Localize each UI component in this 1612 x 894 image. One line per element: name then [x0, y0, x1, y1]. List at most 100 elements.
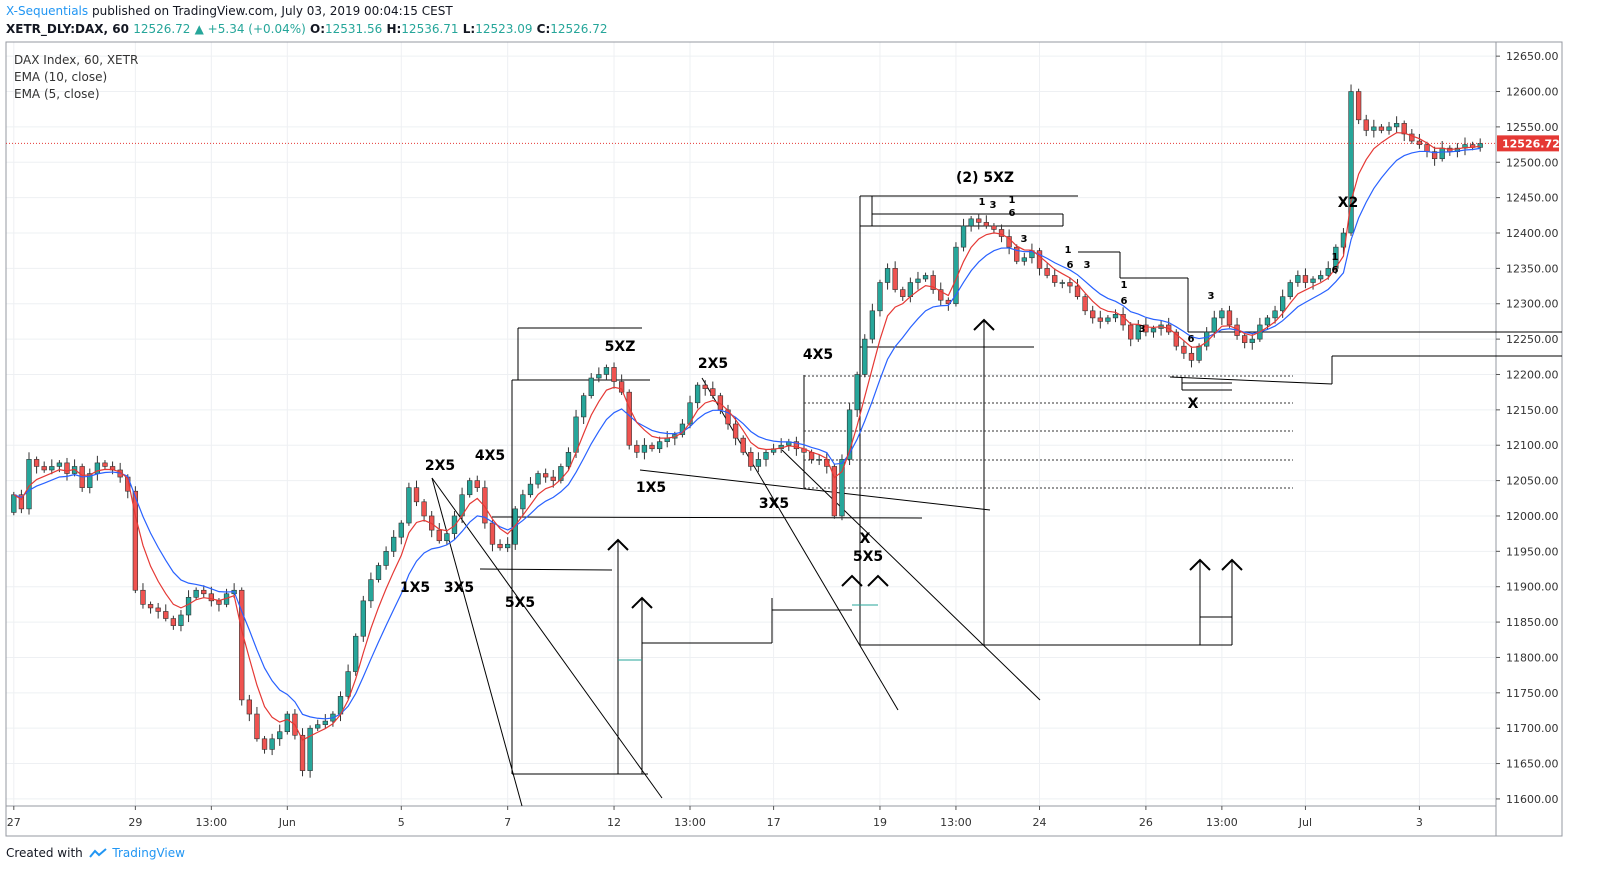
annotation-label: 2X5: [425, 458, 455, 474]
x-tick-label: 29: [128, 816, 142, 829]
candle-body: [132, 490, 139, 591]
candle-body: [694, 384, 701, 404]
y-tick-label: 12200.00: [1506, 368, 1559, 381]
candle-body: [1310, 278, 1316, 283]
sequential-count: 1: [1121, 280, 1128, 291]
last-price: 12526.72: [133, 22, 191, 36]
candle-body: [49, 466, 55, 471]
candle: [1431, 146, 1438, 166]
candle: [1325, 261, 1331, 280]
candle-body: [155, 607, 161, 612]
y-tick-label: 12300.00: [1506, 298, 1559, 311]
candle-body: [983, 222, 989, 227]
candle: [1166, 317, 1172, 335]
candle-body: [269, 738, 275, 750]
candle-body: [1074, 285, 1081, 297]
candle: [1029, 243, 1035, 264]
x-tick-label: Jun: [278, 816, 296, 829]
candle: [862, 334, 868, 378]
candle-body: [1279, 296, 1286, 312]
candle-body: [140, 589, 146, 605]
candle-body: [1090, 310, 1096, 319]
candle: [839, 454, 845, 521]
candle: [163, 604, 169, 622]
candle: [611, 362, 617, 389]
candle-body: [375, 565, 382, 580]
candle: [261, 735, 268, 754]
candle: [277, 724, 283, 746]
candle: [102, 460, 108, 470]
candle-body: [869, 310, 876, 340]
candle-body: [558, 466, 564, 481]
candle-body: [467, 480, 473, 496]
candle: [1378, 124, 1385, 134]
tradingview-link[interactable]: TradingView: [112, 846, 185, 860]
candle-body: [1249, 338, 1255, 343]
candle: [1317, 270, 1324, 282]
candle-body: [907, 282, 914, 297]
candle-body: [1082, 296, 1088, 312]
candle: [1112, 309, 1119, 323]
candle: [1006, 229, 1012, 255]
candle: [1477, 138, 1483, 152]
candle-body: [505, 543, 511, 549]
candle: [140, 583, 146, 609]
candle: [284, 711, 290, 735]
arrow-up-icon: [973, 318, 995, 331]
candle-body: [1052, 275, 1058, 283]
x-tick-label: 26: [1139, 816, 1153, 829]
candle: [1462, 137, 1468, 156]
candle-body: [1272, 310, 1278, 319]
candle: [831, 463, 838, 519]
x-tick-label: 3: [1416, 816, 1423, 829]
candle: [588, 373, 594, 399]
candle: [391, 530, 397, 557]
candle-body: [368, 579, 374, 602]
candle: [33, 456, 40, 474]
candle: [938, 282, 944, 306]
candle: [892, 261, 898, 293]
candle: [208, 586, 215, 607]
candle-body: [831, 466, 838, 517]
candle: [1097, 310, 1103, 329]
annotation-label: 5X5: [505, 595, 535, 611]
candle-body: [550, 476, 556, 481]
open-value: 12531.56: [325, 22, 383, 36]
candle: [41, 461, 47, 473]
publisher-link[interactable]: X-Sequentials: [6, 4, 89, 18]
symbol-label: XETR_DLY:DAX, 60: [6, 22, 129, 36]
candle: [64, 457, 70, 481]
candle-body: [1044, 268, 1050, 276]
annotation-label: X: [1188, 396, 1199, 412]
legend: DAX Index, 60, XETR EMA (10, close) EMA …: [14, 52, 138, 103]
candle-body: [1188, 352, 1195, 361]
current-price-tag: [1497, 135, 1559, 152]
publish-info: X-Sequentials published on TradingView.c…: [6, 4, 453, 18]
drawing-line: [1169, 376, 1333, 385]
candle-body: [1386, 126, 1392, 131]
candle-body: [740, 437, 746, 453]
candle-body: [991, 225, 997, 230]
candle-body: [345, 671, 351, 697]
candle-body: [436, 529, 442, 542]
high-value: 12536.71: [401, 22, 459, 36]
x-tick-label: 24: [1033, 816, 1047, 829]
price-axis[interactable]: 11600.00 11650.00 11700.00 11750.00 11800.00…: [1496, 50, 1559, 806]
candle: [254, 706, 260, 742]
candle-body: [1242, 335, 1248, 343]
time-axis[interactable]: 27 29 13:00 Jun 5 7 12 13:00 17 19 13:00 24 26 13:00 J…: [7, 806, 1423, 829]
candle-body: [170, 618, 177, 626]
candle-body: [193, 589, 199, 598]
x-tick-label: 13:00: [674, 816, 706, 829]
candle-body: [421, 501, 427, 517]
candle-body: [596, 374, 602, 379]
candle-body: [656, 441, 663, 450]
close-value: 12526.72: [550, 22, 608, 36]
candle-body: [11, 494, 17, 513]
ohlc-bar: XETR_DLY:DAX, 60 12526.72 ▲ +5.34 (+0.04…: [6, 22, 608, 36]
candle-body: [702, 384, 708, 389]
candle: [1188, 346, 1195, 368]
candle: [649, 442, 655, 452]
candle-body: [102, 462, 108, 467]
